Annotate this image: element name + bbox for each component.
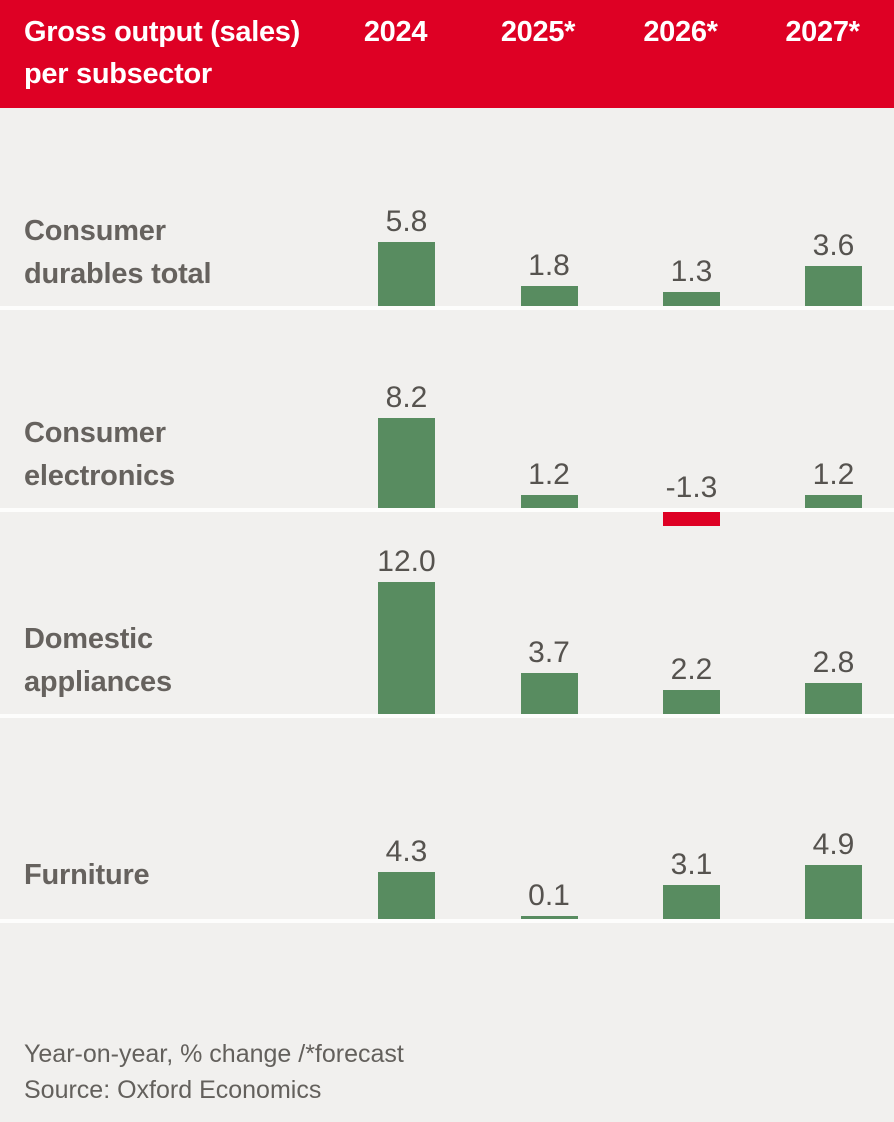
row-separator — [0, 306, 894, 310]
chart-title: Gross output (sales) per subsector — [24, 11, 300, 95]
bar-domestic-appliances-2025 — [520, 673, 578, 714]
row-label-line: appliances — [24, 666, 172, 698]
bar-value-label: 1.2 — [812, 458, 855, 491]
bar-value-label: 1.2 — [528, 458, 570, 491]
chart-title-line1: Gross output (sales) — [24, 16, 300, 48]
bar-furniture-2027 — [805, 865, 862, 919]
bar-value-label: 8.2 — [385, 381, 428, 414]
bar-domestic-appliances-2027 — [805, 683, 862, 714]
chart-header: Gross output (sales) per subsector 2024 2… — [0, 0, 894, 108]
column-header-2026: 2026* — [643, 16, 718, 48]
row-label-line: Consumer — [24, 215, 166, 247]
bar-value-label: 5.8 — [385, 205, 428, 238]
bar-consumer-durables-total-2027 — [805, 266, 862, 306]
bar-value-label: 0.1 — [528, 879, 570, 912]
bar-consumer-durables-total-2024 — [378, 242, 435, 306]
column-header-2027: 2027* — [785, 16, 860, 48]
bar-consumer-electronics-2027 — [805, 495, 862, 508]
bar-domestic-appliances-2026 — [663, 690, 720, 714]
bar-value-label: 3.7 — [528, 636, 570, 669]
footnote: Year-on-year, % change /*forecast — [24, 1040, 404, 1068]
bar-furniture-2024 — [378, 872, 435, 919]
row-separator — [0, 919, 894, 923]
bar-value-label: 1.8 — [528, 249, 570, 282]
bar-value-label: 4.3 — [385, 835, 428, 868]
bar-consumer-electronics-2024 — [378, 418, 435, 508]
row-label-domestic-appliances: Domestic appliances — [24, 618, 172, 704]
bar-value-label: 3.1 — [670, 848, 713, 881]
row-label-consumer-electronics: Consumer electronics — [24, 412, 175, 498]
column-header-2025: 2025* — [500, 16, 576, 48]
bar-domestic-appliances-2024 — [378, 582, 435, 714]
bar-furniture-2025 — [520, 916, 578, 919]
bar-consumer-durables-total-2026 — [663, 292, 720, 306]
bar-value-label: 1.3 — [670, 255, 713, 288]
bar-value-label: 3.6 — [812, 229, 855, 262]
chart-footer: Year-on-year, % change /*forecast Source… — [24, 1036, 404, 1108]
bar-consumer-durables-total-2025 — [520, 286, 578, 306]
chart-title-line2: per subsector — [24, 58, 212, 90]
bar-consumer-electronics-2026 — [663, 512, 720, 526]
bar-value-label: -1.3 — [665, 471, 718, 504]
bar-furniture-2026 — [663, 885, 720, 919]
bar-consumer-electronics-2025 — [520, 495, 578, 508]
row-separator — [0, 714, 894, 718]
row-separator — [0, 508, 894, 512]
row-label-consumer-durables-total: Consumer durables total — [24, 210, 212, 296]
bar-value-label: 12.0 — [377, 545, 436, 578]
bar-value-label: 4.9 — [812, 828, 855, 861]
row-label-line: Domestic — [24, 623, 153, 655]
row-label-line: electronics — [24, 460, 175, 492]
row-label-line: Consumer — [24, 417, 166, 449]
bar-value-label: 2.2 — [670, 653, 713, 686]
row-label-furniture: Furniture — [24, 854, 150, 897]
row-label-line: durables total — [24, 258, 212, 290]
source: Source: Oxford Economics — [24, 1076, 322, 1104]
bar-value-label: 2.8 — [812, 646, 855, 679]
row-label-line: Furniture — [24, 859, 150, 891]
column-header-2024: 2024 — [363, 16, 428, 48]
